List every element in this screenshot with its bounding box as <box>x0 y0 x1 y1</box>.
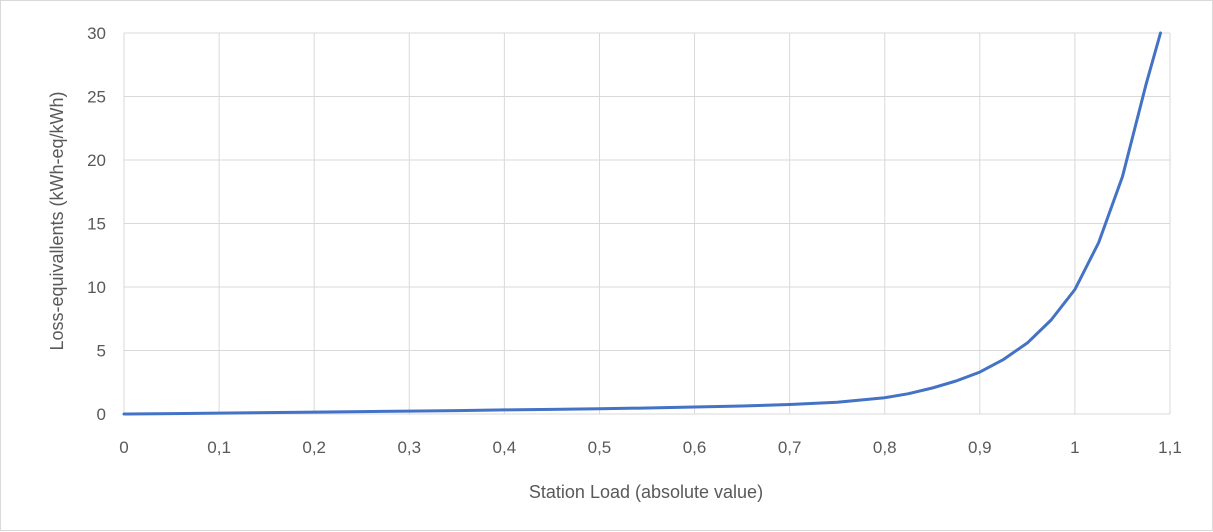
gridlines <box>123 32 1171 415</box>
x-tick-label: 1 <box>1070 438 1079 457</box>
y-tick-label: 15 <box>87 215 106 234</box>
series-layer <box>122 31 1162 416</box>
y-tick-labels: 0 5 10 15 20 25 30 <box>87 24 106 424</box>
x-tick-label: 0,6 <box>683 438 707 457</box>
x-tick-label: 0,1 <box>207 438 231 457</box>
y-tick-label: 0 <box>97 405 106 424</box>
x-tick-labels: 0 0,1 0,2 0,3 0,4 0,5 0,6 0,7 0,8 0,9 1 1,1 <box>119 438 1182 457</box>
x-tick-label: 1,1 <box>1158 438 1182 457</box>
y-tick-label: 5 <box>97 342 106 361</box>
series-line <box>122 31 1162 416</box>
x-tick-label: 0,5 <box>588 438 612 457</box>
x-tick-label: 0 <box>119 438 128 457</box>
y-axis-label: Loss-equivallents (kWh-eq/kWh) <box>47 91 67 350</box>
y-tick-label: 25 <box>87 88 106 107</box>
x-tick-label: 0,4 <box>493 438 517 457</box>
x-axis-label: Station Load (absolute value) <box>529 482 763 502</box>
x-tick-label: 0,2 <box>302 438 326 457</box>
x-tick-label: 0,7 <box>778 438 802 457</box>
x-tick-label: 0,3 <box>397 438 421 457</box>
x-tick-label: 0,8 <box>873 438 897 457</box>
y-tick-label: 10 <box>87 278 106 297</box>
y-tick-label: 20 <box>87 151 106 170</box>
y-tick-label: 30 <box>87 24 106 43</box>
x-tick-label: 0,9 <box>968 438 992 457</box>
